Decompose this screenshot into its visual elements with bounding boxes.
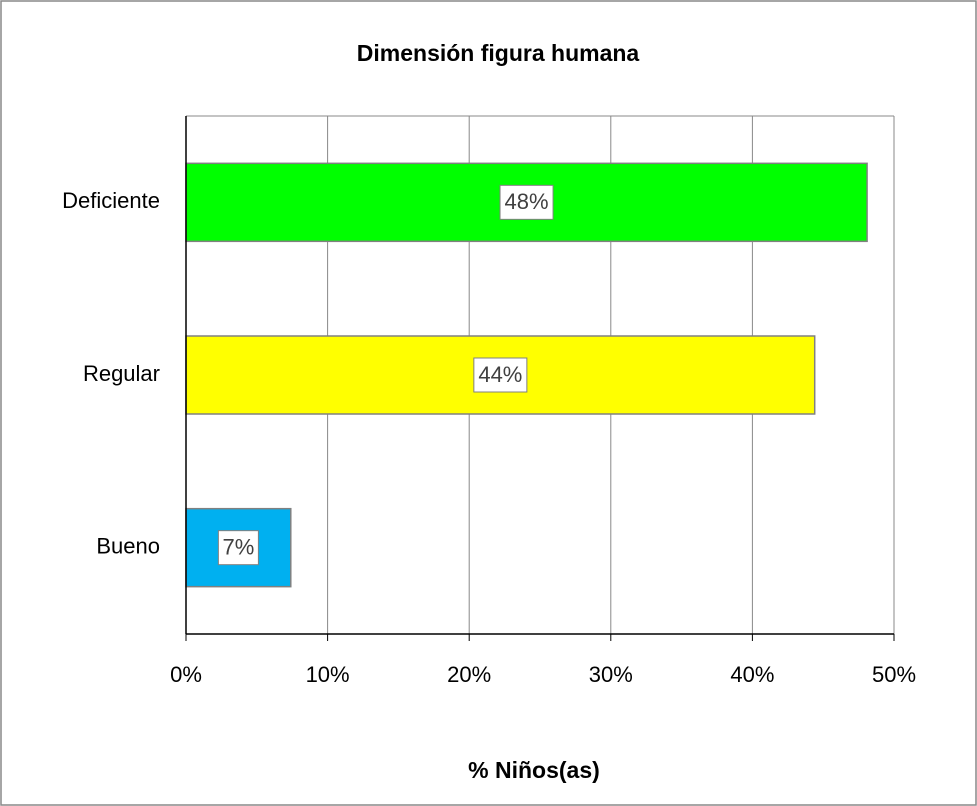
x-tick-label: 30% <box>589 662 633 687</box>
value-label-box <box>499 184 554 220</box>
x-axis-label: % Niños(as) <box>468 757 600 783</box>
value-label-box <box>217 530 259 566</box>
value-label-box <box>473 357 528 393</box>
x-tick-label: 50% <box>872 662 916 687</box>
x-tick-label: 20% <box>447 662 491 687</box>
y-tick-label: Deficiente <box>62 188 160 213</box>
x-tick-label: 10% <box>306 662 350 687</box>
x-tick-label: 40% <box>730 662 774 687</box>
y-tick-label: Regular <box>83 361 160 386</box>
chart-title: Dimensión figura humana <box>357 40 640 66</box>
y-tick-label: Bueno <box>96 533 160 558</box>
value-label: 44% <box>478 362 522 387</box>
value-label: 48% <box>505 189 549 214</box>
x-tick-label: 0% <box>170 662 202 687</box>
value-label: 7% <box>222 534 254 559</box>
